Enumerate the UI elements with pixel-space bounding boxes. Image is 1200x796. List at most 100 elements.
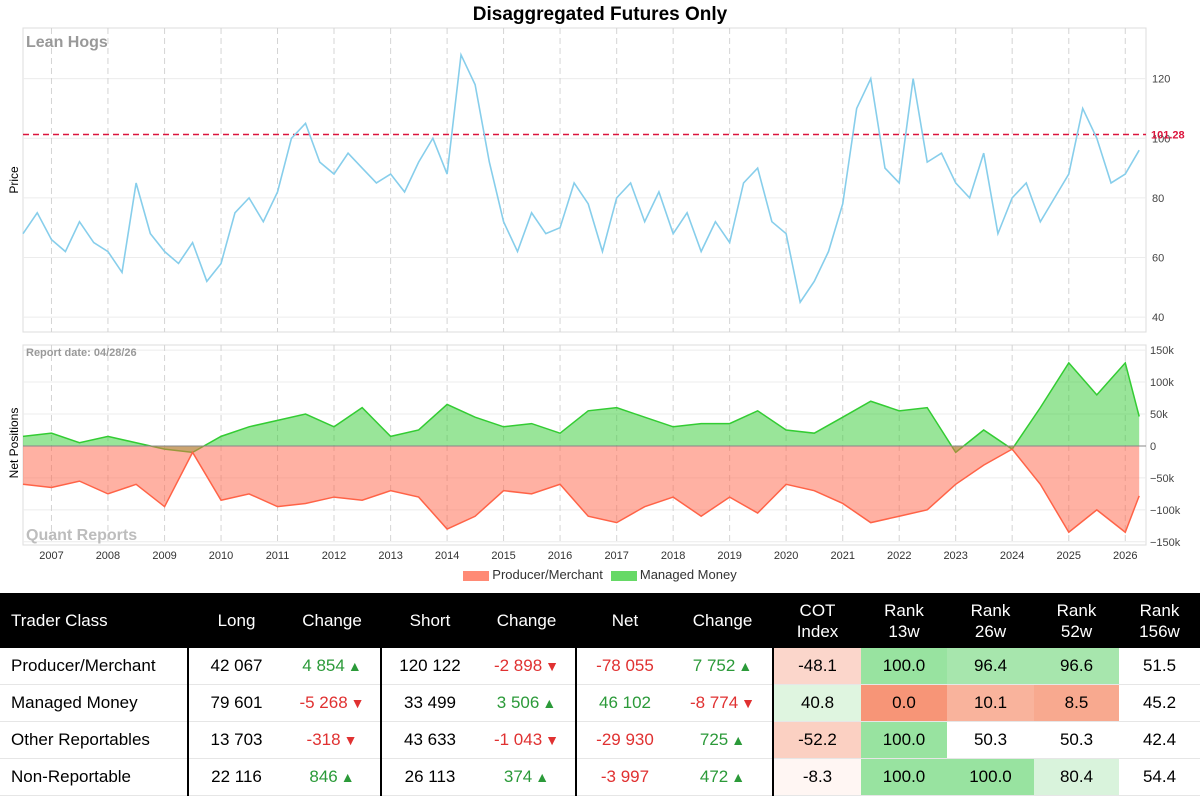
change-value: -5 268: [299, 693, 348, 712]
up-arrow-icon: ▲: [340, 769, 355, 785]
change-value: 374: [503, 767, 533, 786]
watermark: Quant Reports: [26, 527, 137, 544]
year-tick-label: 2021: [830, 550, 854, 562]
table-cell: -52.2: [773, 721, 861, 759]
change-value: -8 774: [689, 693, 739, 712]
change-value: -1 043: [493, 730, 543, 749]
year-tick-label: 2026: [1113, 550, 1137, 562]
table-cell: 51.5: [1119, 648, 1200, 685]
year-tick-label: 2019: [717, 550, 741, 562]
change-value: 725: [699, 730, 729, 749]
change-value: -318: [306, 730, 341, 749]
managed-money-line: [22, 361, 1140, 454]
table-cell: 4 854 ▲: [284, 648, 382, 685]
year-tick-label: 2018: [661, 550, 685, 562]
positions-axis-label: Net Positions: [7, 408, 21, 479]
positions-tick-label: −50k: [1150, 473, 1175, 485]
column-header: COT Index: [773, 593, 861, 648]
positions-tick-label: 150k: [1150, 345, 1174, 357]
table-cell: -2 898 ▼: [478, 648, 577, 685]
table-cell: 45.2: [1119, 684, 1200, 722]
positions-tick-label: 50k: [1150, 409, 1168, 421]
table-cell: -48.1: [773, 648, 861, 685]
table-cell: -8 774 ▼: [673, 684, 774, 722]
table-cell: -318 ▼: [284, 721, 382, 759]
table-cell: 42.4: [1119, 721, 1200, 759]
up-arrow-icon: ▲: [731, 769, 746, 785]
table-cell: Managed Money: [0, 684, 189, 722]
year-tick-label: 2013: [378, 550, 402, 562]
change-value: -2 898: [493, 656, 543, 675]
table-cell: 26 113: [381, 758, 478, 796]
table-row[interactable]: Managed Money 79 601 -5 268 ▼ 33 499 3 506 ▲ 46…: [0, 684, 1200, 722]
positions-tick-label: 0: [1150, 441, 1156, 453]
column-header: Long: [188, 593, 284, 648]
price-tick-label: 60: [1152, 252, 1164, 264]
up-arrow-icon: ▲: [535, 769, 550, 785]
column-header: Change: [673, 593, 774, 648]
legend-label: Managed Money: [639, 567, 737, 582]
table-cell: 42 067: [188, 648, 284, 685]
column-header: Trader Class: [0, 593, 189, 648]
year-tick-label: 2012: [322, 550, 346, 562]
column-header: Short: [381, 593, 478, 648]
table-cell: 846 ▲: [284, 758, 382, 796]
table-cell: 120 122: [381, 648, 478, 685]
column-header: Rank 52w: [1034, 593, 1119, 648]
legend-item[interactable]: Managed Money: [610, 567, 737, 582]
table-cell: 50.3: [1034, 721, 1119, 759]
positions-tick-label: −100k: [1150, 505, 1181, 517]
up-arrow-icon: ▲: [738, 658, 753, 674]
table-cell: 50.3: [947, 721, 1034, 759]
down-arrow-icon: ▼: [545, 658, 560, 674]
table-cell: 100.0: [861, 721, 947, 759]
year-tick-label: 2016: [548, 550, 572, 562]
reference-line-label: 101.28: [1151, 129, 1185, 141]
legend: Producer/Merchant Managed Money: [0, 567, 1200, 582]
year-tick-label: 2011: [266, 550, 290, 562]
table-row[interactable]: Other Reportables 13 703 -318 ▼ 43 633 -1 043…: [0, 721, 1200, 759]
table-cell: 374 ▲: [478, 758, 577, 796]
year-tick-label: 2015: [491, 550, 515, 562]
change-value: 846: [309, 767, 338, 786]
legend-label: Producer/Merchant: [492, 567, 603, 582]
year-tick-label: 2017: [604, 550, 628, 562]
column-header: Change: [284, 593, 382, 648]
column-header: Rank 13w: [861, 593, 947, 648]
change-value: 4 854: [302, 656, 345, 675]
table-cell: Other Reportables: [0, 721, 189, 759]
down-arrow-icon: ▼: [343, 732, 358, 748]
table-cell: -5 268 ▼: [284, 684, 382, 722]
chart-title: Disaggregated Futures Only: [472, 4, 728, 25]
positions-tick-label: 100k: [1150, 377, 1174, 389]
table-cell: 0.0: [861, 684, 947, 722]
table-cell: 7 752 ▲: [673, 648, 774, 685]
table-cell: -78 055: [576, 648, 673, 685]
table-cell: 80.4: [1034, 758, 1119, 796]
up-arrow-icon: ▲: [542, 695, 557, 711]
year-tick-label: 2008: [96, 550, 120, 562]
column-header: Net: [576, 593, 673, 648]
price-axis-label: Price: [7, 166, 21, 194]
column-header: Rank 26w: [947, 593, 1034, 648]
table-row[interactable]: Producer/Merchant 42 067 4 854 ▲ 120 122 -2 8…: [0, 648, 1200, 685]
legend-item[interactable]: Producer/Merchant: [463, 567, 603, 582]
column-header: Change: [478, 593, 577, 648]
table-row[interactable]: Non-Reportable 22 116 846 ▲ 26 113 374 ▲ -3 997…: [0, 758, 1200, 796]
charts-svg: 40 60 80 100 120 Lean Hogs Price 101.28 −150k −10…: [7, 27, 1185, 562]
down-arrow-icon: ▼: [350, 695, 365, 711]
table-cell: 79 601: [188, 684, 284, 722]
table-cell: 54.4: [1119, 758, 1200, 796]
table-cell: 96.6: [1034, 648, 1119, 685]
report-date: Report date: 04/28/26: [26, 347, 137, 359]
cot-table: Trader Class Long Change Short Change Net Chan…: [0, 593, 1200, 796]
up-arrow-icon: ▲: [731, 732, 746, 748]
table-cell: 22 116: [188, 758, 284, 796]
table-cell: 13 703: [188, 721, 284, 759]
table-cell: -1 043 ▼: [478, 721, 577, 759]
change-value: 7 752: [692, 656, 736, 675]
table-cell: 725 ▲: [673, 721, 774, 759]
producer-merchant-line: [22, 448, 1140, 534]
year-tick-label: 2025: [1057, 550, 1081, 562]
table-cell: 8.5: [1034, 684, 1119, 722]
